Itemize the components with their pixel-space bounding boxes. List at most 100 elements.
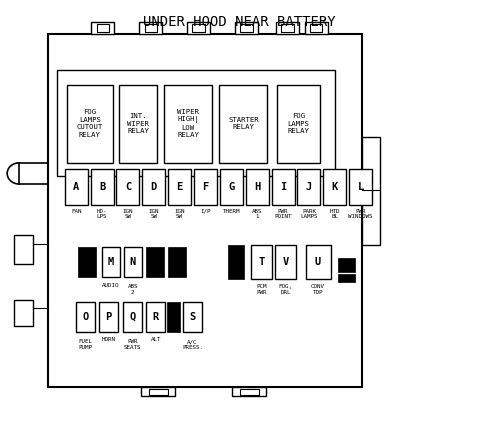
Text: T: T: [258, 257, 265, 267]
Bar: [193, 24, 205, 32]
Text: ABS
2: ABS 2: [127, 284, 138, 295]
Text: INT.
WIPER
RELAY: INT. WIPER RELAY: [127, 113, 149, 134]
Bar: [305, 22, 328, 34]
Bar: [338, 258, 355, 272]
Bar: [14, 300, 33, 326]
Text: PWR
POINT: PWR POINT: [274, 209, 292, 219]
Bar: [183, 302, 202, 332]
Text: I: I: [280, 182, 286, 192]
Text: V: V: [282, 257, 289, 267]
Bar: [91, 22, 114, 34]
Bar: [240, 389, 259, 395]
Text: I/P: I/P: [200, 209, 211, 214]
Text: G: G: [228, 182, 235, 192]
Text: HD-
LPS: HD- LPS: [97, 209, 107, 219]
Bar: [65, 169, 88, 205]
Bar: [99, 302, 118, 332]
Text: IGN
SW: IGN SW: [148, 209, 159, 219]
Text: HTD
BL: HTD BL: [330, 209, 340, 219]
Bar: [97, 24, 109, 32]
Bar: [297, 169, 320, 205]
Bar: [167, 302, 180, 332]
Text: E: E: [176, 182, 183, 192]
Bar: [349, 169, 372, 205]
Bar: [67, 85, 113, 163]
Text: HORN: HORN: [102, 337, 116, 342]
Bar: [76, 302, 95, 332]
Bar: [281, 24, 294, 32]
Bar: [362, 137, 380, 245]
Text: S: S: [189, 312, 196, 322]
Text: PARK
LAMPS: PARK LAMPS: [300, 209, 318, 219]
Bar: [251, 245, 272, 279]
Text: L: L: [357, 182, 364, 192]
Bar: [148, 389, 168, 395]
Bar: [57, 70, 335, 176]
Text: AUDIO: AUDIO: [103, 283, 120, 288]
Bar: [277, 85, 320, 163]
Bar: [168, 169, 191, 205]
Text: M: M: [108, 257, 114, 267]
Text: H: H: [254, 182, 261, 192]
Bar: [219, 85, 267, 163]
Text: A: A: [73, 182, 80, 192]
Text: STARTER
RELAY: STARTER RELAY: [228, 117, 259, 130]
Text: FOG
LAMPS
RELAY: FOG LAMPS RELAY: [287, 113, 309, 134]
Bar: [139, 22, 162, 34]
Text: PWR
WINDOWS: PWR WINDOWS: [348, 209, 373, 219]
Text: A/C
PRESS.: A/C PRESS.: [182, 339, 203, 350]
Text: D: D: [150, 182, 157, 192]
Bar: [146, 302, 165, 332]
Bar: [102, 247, 120, 277]
Bar: [14, 235, 33, 264]
Text: PWR
SEATS: PWR SEATS: [124, 339, 141, 350]
Bar: [168, 247, 186, 277]
Text: UNDER HOOD NEAR BATTERY: UNDER HOOD NEAR BATTERY: [143, 15, 336, 29]
Bar: [338, 274, 355, 282]
Bar: [119, 85, 157, 163]
Bar: [187, 22, 210, 34]
Bar: [142, 169, 165, 205]
Bar: [275, 245, 296, 279]
Text: B: B: [99, 182, 105, 192]
Text: Q: Q: [129, 312, 136, 322]
Text: FUEL
PUMP: FUEL PUMP: [78, 339, 92, 350]
Text: WIPER
HIGH|
LOW
RELAY: WIPER HIGH| LOW RELAY: [177, 109, 199, 138]
Bar: [232, 387, 266, 396]
Text: FAN: FAN: [71, 209, 81, 214]
Bar: [310, 24, 322, 32]
Text: N: N: [129, 257, 136, 267]
Text: ABS
1: ABS 1: [252, 209, 262, 219]
Text: U: U: [315, 257, 321, 267]
Bar: [220, 169, 243, 205]
Text: CONV
TOP: CONV TOP: [311, 284, 325, 295]
Bar: [124, 247, 142, 277]
Bar: [246, 169, 269, 205]
Text: F: F: [202, 182, 209, 192]
Bar: [48, 34, 362, 387]
Bar: [145, 24, 157, 32]
Text: R: R: [152, 312, 159, 322]
Text: FOG,
DRL: FOG, DRL: [278, 284, 293, 295]
Bar: [194, 169, 217, 205]
Bar: [240, 24, 253, 32]
Text: IGN
SW: IGN SW: [123, 209, 133, 219]
Text: K: K: [331, 182, 338, 192]
Bar: [164, 85, 212, 163]
Bar: [235, 22, 258, 34]
Text: THERM: THERM: [223, 209, 240, 214]
Text: P: P: [105, 312, 112, 322]
Text: O: O: [82, 312, 89, 322]
Bar: [91, 169, 114, 205]
Text: FOG
LAMPS
CUTOUT
RELAY: FOG LAMPS CUTOUT RELAY: [77, 110, 103, 138]
Bar: [306, 245, 331, 279]
Bar: [272, 169, 295, 205]
Bar: [276, 22, 299, 34]
Bar: [78, 247, 96, 277]
Bar: [123, 302, 142, 332]
Bar: [323, 169, 346, 205]
Text: J: J: [306, 182, 312, 192]
Text: IGN
SW: IGN SW: [174, 209, 185, 219]
Text: PCM
PWR: PCM PWR: [256, 284, 267, 295]
Text: ALT: ALT: [150, 337, 161, 342]
